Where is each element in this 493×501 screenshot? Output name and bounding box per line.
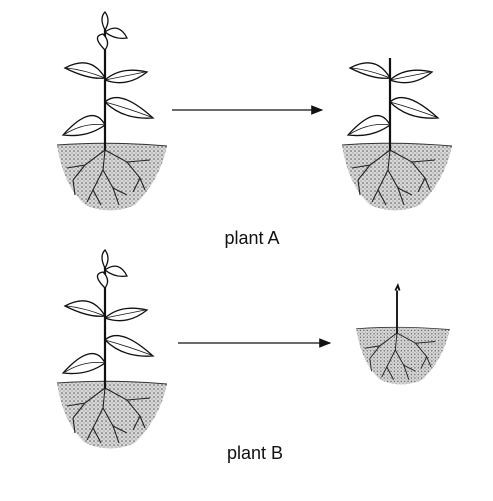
plant-b-before	[56, 249, 168, 450]
plant-a-after	[341, 58, 453, 212]
label: plant B	[227, 443, 283, 463]
plant-a-before	[56, 11, 168, 212]
plant-b-after	[355, 282, 451, 385]
label: plant A	[224, 228, 279, 248]
